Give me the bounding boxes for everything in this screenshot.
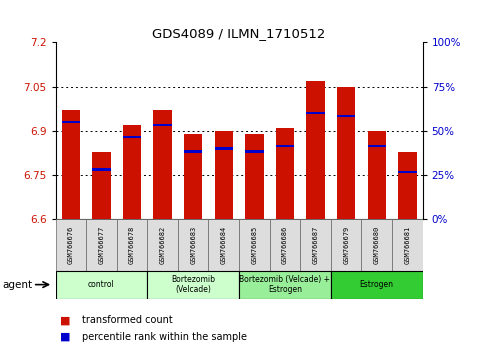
Bar [214,131,233,219]
Bar [147,271,239,298]
Text: percentile rank within the sample: percentile rank within the sample [82,332,247,342]
Bar [184,134,202,219]
Text: Bortezomib
(Velcade): Bortezomib (Velcade) [171,275,215,294]
Text: GSM766676: GSM766676 [68,226,74,264]
Bar [361,219,392,271]
Text: transformed count: transformed count [82,315,173,325]
Bar [62,110,80,219]
Bar [300,219,331,271]
Text: Bortezomib (Velcade) +
Estrogen: Bortezomib (Velcade) + Estrogen [240,275,330,294]
Bar [92,152,111,219]
Title: GDS4089 / ILMN_1710512: GDS4089 / ILMN_1710512 [153,27,326,40]
Bar [245,134,264,219]
Bar [337,87,355,219]
Text: GSM766677: GSM766677 [99,226,104,264]
Text: GSM766679: GSM766679 [343,226,349,264]
Bar [154,124,172,126]
Text: GSM766685: GSM766685 [251,226,257,264]
Text: agent: agent [2,280,32,290]
Bar [239,219,270,271]
Bar [398,171,416,173]
Text: GSM766681: GSM766681 [404,226,411,264]
Bar [398,152,416,219]
Text: GSM766678: GSM766678 [129,226,135,264]
Bar [123,136,141,138]
Bar [147,219,178,271]
Text: ■: ■ [60,332,71,342]
Bar [337,115,355,118]
Bar [270,219,300,271]
Bar [117,219,147,271]
Text: Estrogen: Estrogen [360,280,394,289]
Bar [306,81,325,219]
Bar [154,110,172,219]
Bar [239,271,331,298]
Bar [276,128,294,219]
Text: control: control [88,280,115,289]
Bar [331,219,361,271]
Bar [331,271,423,298]
Bar [123,125,141,219]
Bar [306,112,325,114]
Bar [184,150,202,153]
Text: GSM766687: GSM766687 [313,226,319,264]
Bar [368,144,386,147]
Text: GSM766682: GSM766682 [159,226,166,264]
Bar [86,219,117,271]
Text: GSM766680: GSM766680 [374,226,380,264]
Bar [209,219,239,271]
Text: GSM766684: GSM766684 [221,226,227,264]
Bar [245,150,264,153]
Text: ■: ■ [60,315,71,325]
Text: GSM766683: GSM766683 [190,226,196,264]
Bar [56,219,86,271]
Bar [178,219,209,271]
Bar [92,168,111,171]
Bar [368,131,386,219]
Bar [214,148,233,150]
Bar [62,121,80,123]
Bar [56,271,147,298]
Text: GSM766686: GSM766686 [282,226,288,264]
Bar [276,144,294,147]
Bar [392,219,423,271]
